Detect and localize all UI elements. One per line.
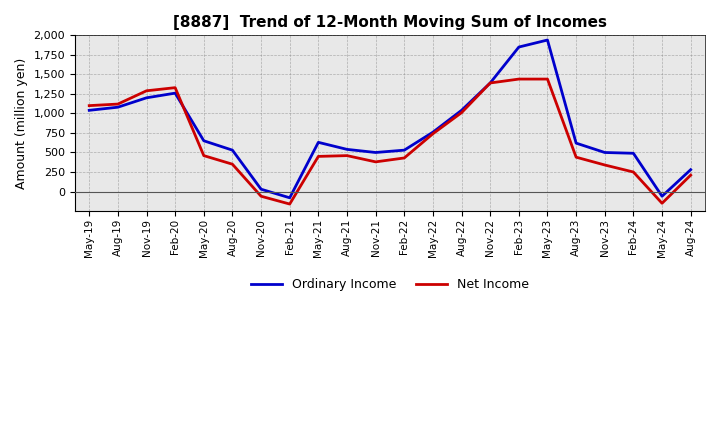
Net Income — [515, 77, 523, 82]
Net Income — [629, 169, 638, 175]
Net Income — [171, 85, 179, 90]
Ordinary Income — [114, 105, 122, 110]
Net Income — [372, 159, 380, 165]
Ordinary Income — [228, 147, 237, 153]
Net Income — [657, 201, 666, 206]
Legend: Ordinary Income, Net Income: Ordinary Income, Net Income — [246, 273, 534, 296]
Ordinary Income — [343, 147, 351, 152]
Ordinary Income — [171, 91, 179, 96]
Net Income — [142, 88, 150, 93]
Net Income — [400, 155, 408, 161]
Net Income — [428, 131, 437, 136]
Net Income — [257, 194, 266, 199]
Net Income — [114, 102, 122, 107]
Ordinary Income — [600, 150, 609, 155]
Ordinary Income — [285, 195, 294, 201]
Line: Ordinary Income: Ordinary Income — [89, 40, 690, 198]
Ordinary Income — [85, 108, 94, 113]
Ordinary Income — [257, 187, 266, 192]
Ordinary Income — [428, 129, 437, 135]
Net Income — [314, 154, 323, 159]
Ordinary Income — [657, 194, 666, 199]
Ordinary Income — [314, 139, 323, 145]
Ordinary Income — [142, 95, 150, 100]
Ordinary Income — [629, 150, 638, 156]
Ordinary Income — [572, 140, 580, 146]
Net Income — [572, 154, 580, 160]
Net Income — [85, 103, 94, 108]
Title: [8887]  Trend of 12-Month Moving Sum of Incomes: [8887] Trend of 12-Month Moving Sum of I… — [173, 15, 607, 30]
Ordinary Income — [457, 108, 466, 113]
Net Income — [600, 162, 609, 168]
Y-axis label: Amount (million yen): Amount (million yen) — [15, 58, 28, 189]
Net Income — [686, 172, 695, 178]
Net Income — [228, 161, 237, 167]
Ordinary Income — [199, 138, 208, 143]
Net Income — [543, 77, 552, 82]
Net Income — [285, 202, 294, 207]
Ordinary Income — [515, 44, 523, 50]
Line: Net Income: Net Income — [89, 79, 690, 204]
Ordinary Income — [400, 147, 408, 153]
Ordinary Income — [543, 37, 552, 43]
Ordinary Income — [372, 150, 380, 155]
Net Income — [486, 81, 495, 86]
Ordinary Income — [486, 81, 495, 86]
Ordinary Income — [686, 167, 695, 172]
Net Income — [457, 110, 466, 115]
Net Income — [199, 153, 208, 158]
Net Income — [343, 153, 351, 158]
